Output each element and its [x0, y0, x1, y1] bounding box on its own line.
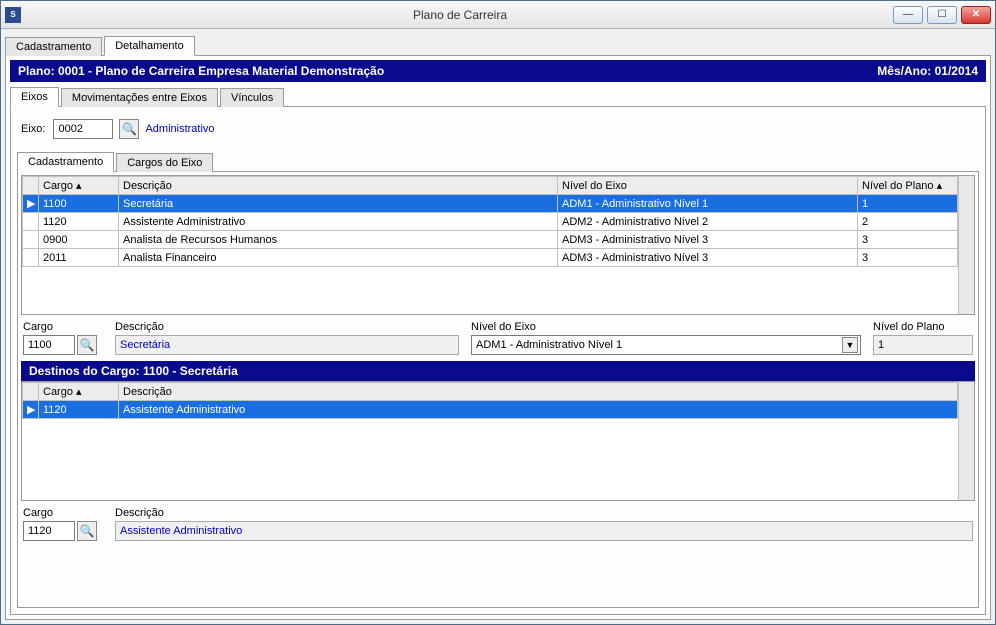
dest-cargo-label: Cargo	[23, 507, 103, 519]
table-row[interactable]: ▶1100SecretáriaADM1 - Administrativo Nív…	[23, 195, 958, 213]
table-row[interactable]: ▶1120Assistente Administrativo	[23, 401, 958, 419]
minimize-button[interactable]: —	[893, 6, 923, 24]
tab-eixos[interactable]: Eixos	[10, 87, 59, 107]
eixo-description: Administrativo	[145, 123, 214, 135]
search-icon: 🔍	[80, 338, 95, 352]
cargos-pane: Cargo ▴DescriçãoNível do EixoNível do Pl…	[17, 171, 979, 608]
nivel-eixo-value: ADM1 - Administrativo Nível 1	[476, 339, 622, 351]
titlebar[interactable]: S Plano de Carreira — ☐ ✕	[1, 1, 995, 29]
tab-cadastramento[interactable]: Cadastramento	[5, 37, 102, 56]
descricao-label: Descrição	[115, 321, 459, 333]
inner-tabstrip: Eixos Movimentações entre Eixos Vínculos	[10, 84, 986, 106]
eixo-input[interactable]	[53, 119, 113, 139]
eixo-lookup-button[interactable]: 🔍	[119, 119, 139, 139]
search-icon: 🔍	[80, 524, 95, 538]
eixo-label: Eixo:	[21, 123, 45, 135]
tab-vinculos[interactable]: Vínculos	[220, 88, 284, 107]
cargo-input[interactable]	[23, 335, 75, 355]
nivel-plano-value: 1	[873, 335, 973, 355]
dest-cargo-lookup-button[interactable]: 🔍	[77, 521, 97, 541]
nivel-plano-label: Nível do Plano	[873, 321, 973, 333]
destinos-scrollbar[interactable]	[958, 382, 974, 500]
cargos-grid[interactable]: Cargo ▴DescriçãoNível do EixoNível do Pl…	[21, 175, 975, 315]
table-row[interactable]: 1120Assistente AdministrativoADM2 - Admi…	[23, 213, 958, 231]
tab-cargos-cadastramento[interactable]: Cadastramento	[17, 152, 114, 172]
chevron-down-icon: ▼	[842, 337, 858, 353]
outer-tabpane: Plano: 0001 - Plano de Carreira Empresa …	[5, 55, 991, 620]
cargo-form: Cargo 🔍 Descrição Secretária	[21, 315, 975, 357]
plan-header-right: Mês/Ano: 01/2014	[877, 64, 978, 78]
app-icon: S	[5, 7, 21, 23]
inner-tabpane: Eixo: 🔍 Administrativo Cadastramento Car…	[10, 106, 986, 615]
window-title: Plano de Carreira	[27, 8, 893, 22]
eixo-row: Eixo: 🔍 Administrativo	[17, 113, 979, 149]
tab-cargos-do-eixo[interactable]: Cargos do Eixo	[116, 153, 213, 172]
maximize-button[interactable]: ☐	[927, 6, 957, 24]
outer-tabstrip: Cadastramento Detalhamento	[5, 33, 991, 55]
descricao-value: Secretária	[115, 335, 459, 355]
cargos-scrollbar[interactable]	[958, 176, 974, 314]
nivel-eixo-select[interactable]: ADM1 - Administrativo Nível 1 ▼	[471, 335, 861, 355]
destinos-header: Destinos do Cargo: 1100 - Secretária	[21, 361, 975, 381]
window-frame: S Plano de Carreira — ☐ ✕ Cadastramento …	[0, 0, 996, 625]
cargo-label: Cargo	[23, 321, 103, 333]
tab-movimentacoes[interactable]: Movimentações entre Eixos	[61, 88, 218, 107]
tab-detalhamento[interactable]: Detalhamento	[104, 36, 195, 56]
table-row[interactable]: 2011Analista FinanceiroADM3 - Administra…	[23, 249, 958, 267]
dest-descricao-label: Descrição	[115, 507, 973, 519]
dest-cargo-input[interactable]	[23, 521, 75, 541]
cargo-lookup-button[interactable]: 🔍	[77, 335, 97, 355]
plan-header-band: Plano: 0001 - Plano de Carreira Empresa …	[10, 60, 986, 82]
search-icon: 🔍	[122, 122, 137, 136]
close-button[interactable]: ✕	[961, 6, 991, 24]
table-row[interactable]: 0900Analista de Recursos HumanosADM3 - A…	[23, 231, 958, 249]
destino-form: Cargo 🔍 Descrição Assistente Administrat…	[21, 501, 975, 543]
cargos-tabstrip: Cadastramento Cargos do Eixo	[17, 149, 979, 171]
plan-header-left: Plano: 0001 - Plano de Carreira Empresa …	[18, 64, 384, 78]
nivel-eixo-label: Nível do Eixo	[471, 321, 861, 333]
dest-descricao-value: Assistente Administrativo	[115, 521, 973, 541]
destinos-grid[interactable]: Cargo ▴Descrição▶1120Assistente Administ…	[21, 381, 975, 501]
